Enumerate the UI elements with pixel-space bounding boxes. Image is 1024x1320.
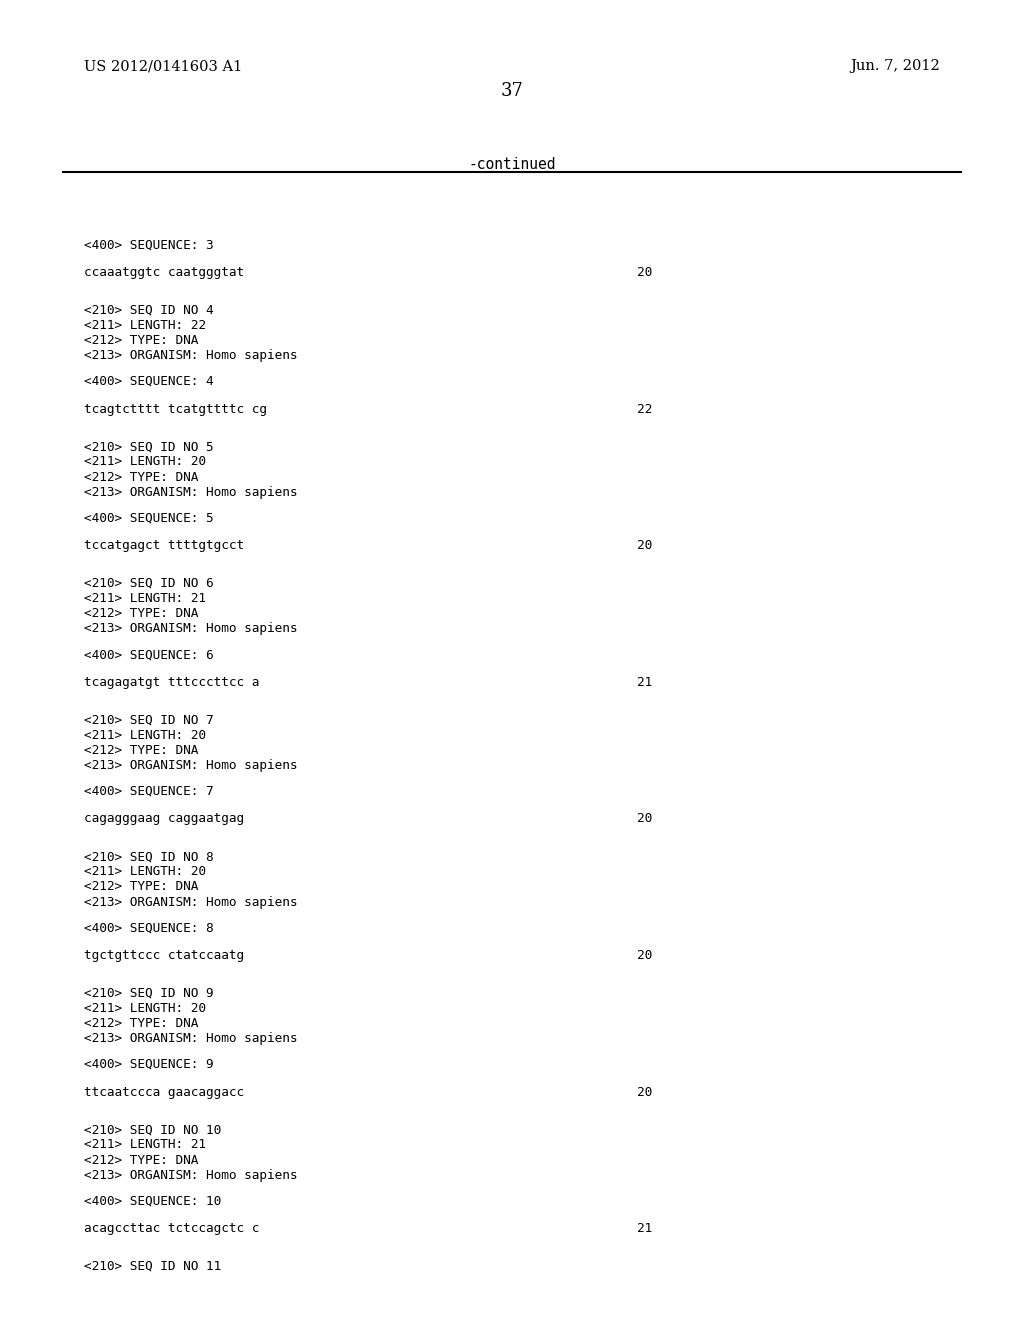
- Text: <212> TYPE: DNA: <212> TYPE: DNA: [84, 1016, 199, 1030]
- Text: <210> SEQ ID NO 6: <210> SEQ ID NO 6: [84, 577, 214, 590]
- Text: tcagtctttt tcatgttttc cg: tcagtctttt tcatgttttc cg: [84, 403, 267, 416]
- Text: <213> ORGANISM: Homo sapiens: <213> ORGANISM: Homo sapiens: [84, 1032, 297, 1045]
- Text: <212> TYPE: DNA: <212> TYPE: DNA: [84, 1154, 199, 1167]
- Text: <400> SEQUENCE: 7: <400> SEQUENCE: 7: [84, 784, 214, 797]
- Text: US 2012/0141603 A1: US 2012/0141603 A1: [84, 59, 243, 74]
- Text: <400> SEQUENCE: 10: <400> SEQUENCE: 10: [84, 1195, 221, 1208]
- Text: tcagagatgt tttcccttcc a: tcagagatgt tttcccttcc a: [84, 676, 259, 689]
- Text: ttcaatccca gaacaggacc: ttcaatccca gaacaggacc: [84, 1085, 244, 1098]
- Text: <210> SEQ ID NO 7: <210> SEQ ID NO 7: [84, 713, 214, 726]
- Text: <210> SEQ ID NO 10: <210> SEQ ID NO 10: [84, 1123, 221, 1137]
- Text: <210> SEQ ID NO 5: <210> SEQ ID NO 5: [84, 441, 214, 453]
- Text: <400> SEQUENCE: 4: <400> SEQUENCE: 4: [84, 375, 214, 388]
- Text: 37: 37: [501, 82, 523, 100]
- Text: tccatgagct ttttgtgcct: tccatgagct ttttgtgcct: [84, 539, 244, 552]
- Text: <213> ORGANISM: Homo sapiens: <213> ORGANISM: Homo sapiens: [84, 1170, 297, 1181]
- Text: 22: 22: [637, 403, 652, 416]
- Text: 21: 21: [637, 1222, 652, 1236]
- Text: <400> SEQUENCE: 6: <400> SEQUENCE: 6: [84, 648, 214, 661]
- Text: <213> ORGANISM: Homo sapiens: <213> ORGANISM: Homo sapiens: [84, 486, 297, 499]
- Text: <213> ORGANISM: Homo sapiens: <213> ORGANISM: Homo sapiens: [84, 895, 297, 908]
- Text: <213> ORGANISM: Homo sapiens: <213> ORGANISM: Homo sapiens: [84, 348, 297, 362]
- Text: -continued: -continued: [468, 157, 556, 172]
- Text: 21: 21: [637, 676, 652, 689]
- Text: acagccttac tctccagctc c: acagccttac tctccagctc c: [84, 1222, 259, 1236]
- Text: <211> LENGTH: 20: <211> LENGTH: 20: [84, 729, 206, 742]
- Text: 20: 20: [637, 539, 652, 552]
- Text: <210> SEQ ID NO 11: <210> SEQ ID NO 11: [84, 1259, 221, 1272]
- Text: <212> TYPE: DNA: <212> TYPE: DNA: [84, 607, 199, 620]
- Text: cagagggaag caggaatgag: cagagggaag caggaatgag: [84, 812, 244, 825]
- Text: tgctgttccc ctatccaatg: tgctgttccc ctatccaatg: [84, 949, 244, 962]
- Text: <212> TYPE: DNA: <212> TYPE: DNA: [84, 471, 199, 483]
- Text: <213> ORGANISM: Homo sapiens: <213> ORGANISM: Homo sapiens: [84, 623, 297, 635]
- Text: <210> SEQ ID NO 4: <210> SEQ ID NO 4: [84, 304, 214, 317]
- Text: 20: 20: [637, 949, 652, 962]
- Text: ccaaatggtc caatgggtat: ccaaatggtc caatgggtat: [84, 267, 244, 279]
- Text: <400> SEQUENCE: 5: <400> SEQUENCE: 5: [84, 511, 214, 524]
- Text: 20: 20: [637, 1085, 652, 1098]
- Text: 20: 20: [637, 812, 652, 825]
- Text: <213> ORGANISM: Homo sapiens: <213> ORGANISM: Homo sapiens: [84, 759, 297, 772]
- Text: <211> LENGTH: 22: <211> LENGTH: 22: [84, 319, 206, 331]
- Text: <211> LENGTH: 21: <211> LENGTH: 21: [84, 1138, 206, 1151]
- Text: <212> TYPE: DNA: <212> TYPE: DNA: [84, 880, 199, 894]
- Text: <212> TYPE: DNA: <212> TYPE: DNA: [84, 744, 199, 756]
- Text: <210> SEQ ID NO 8: <210> SEQ ID NO 8: [84, 850, 214, 863]
- Text: <400> SEQUENCE: 8: <400> SEQUENCE: 8: [84, 921, 214, 935]
- Text: 20: 20: [637, 267, 652, 279]
- Text: <211> LENGTH: 20: <211> LENGTH: 20: [84, 866, 206, 878]
- Text: <400> SEQUENCE: 9: <400> SEQUENCE: 9: [84, 1059, 214, 1071]
- Text: <210> SEQ ID NO 9: <210> SEQ ID NO 9: [84, 987, 214, 999]
- Text: <212> TYPE: DNA: <212> TYPE: DNA: [84, 334, 199, 347]
- Text: <211> LENGTH: 20: <211> LENGTH: 20: [84, 455, 206, 469]
- Text: <400> SEQUENCE: 3: <400> SEQUENCE: 3: [84, 238, 214, 251]
- Text: <211> LENGTH: 20: <211> LENGTH: 20: [84, 1002, 206, 1015]
- Text: Jun. 7, 2012: Jun. 7, 2012: [850, 59, 940, 74]
- Text: <211> LENGTH: 21: <211> LENGTH: 21: [84, 591, 206, 605]
